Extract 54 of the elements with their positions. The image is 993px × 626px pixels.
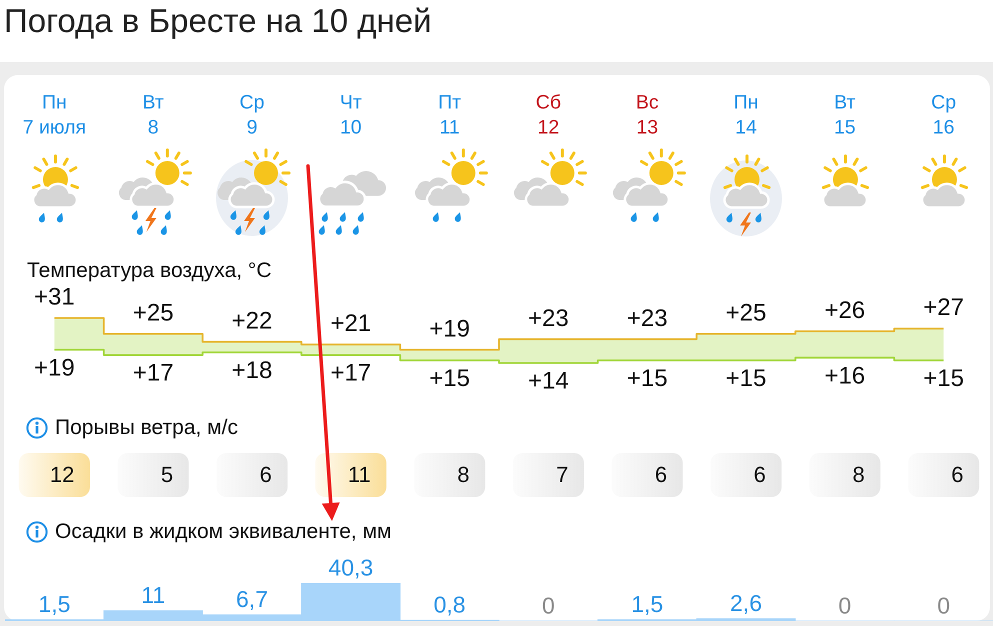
- x-tick-label: Пн 14: [734, 91, 758, 139]
- data-label: 0: [937, 592, 950, 618]
- data-label: +26: [824, 296, 866, 324]
- data-label: +16: [824, 362, 866, 390]
- data-label: +18: [232, 357, 272, 384]
- chart-title: Погода в Бресте на 10 дней: [4, 2, 432, 40]
- chart-title: Осадки в жидком эквиваленте, мм: [55, 520, 392, 544]
- data-label: 0,8: [434, 592, 466, 618]
- data-label: +15: [726, 364, 766, 392]
- data-label: 8: [457, 462, 470, 488]
- data-label: +25: [726, 300, 766, 327]
- text: Порывы ветра, м/с: [55, 416, 238, 440]
- x-tick-label: Пн 7 июля: [22, 91, 86, 139]
- data-label: +14: [528, 368, 569, 395]
- data-label: +17: [330, 360, 372, 387]
- data-label: +19: [34, 354, 75, 382]
- data-label: 0: [838, 592, 852, 618]
- data-label: 0: [542, 592, 555, 618]
- data-label: 11: [348, 462, 371, 488]
- x-tick-label: Вт 15: [834, 91, 856, 139]
- data-label: +27: [923, 294, 964, 322]
- data-label: 2,6: [730, 590, 762, 616]
- x-tick-label: Вс 13: [636, 91, 659, 139]
- data-label: +15: [429, 364, 470, 392]
- data-label: 8: [852, 462, 865, 488]
- x-tick-label: Вт 8: [142, 91, 164, 139]
- data-label: 5: [160, 462, 174, 488]
- data-label: +15: [626, 364, 668, 392]
- data-label: +22: [232, 307, 272, 334]
- data-label: 11: [141, 582, 166, 608]
- data-label: 7: [556, 462, 568, 488]
- data-label: +15: [923, 364, 964, 392]
- data-label: 12: [50, 462, 74, 488]
- data-label: 6: [951, 462, 964, 488]
- data-label: 1,5: [631, 590, 664, 617]
- data-label: 6,7: [236, 586, 268, 612]
- data-label: +17: [132, 360, 174, 387]
- data-label: +21: [330, 310, 372, 338]
- data-label: +19: [429, 315, 470, 342]
- data-label: +23: [626, 304, 668, 332]
- data-label: 6: [260, 462, 272, 488]
- data-label: +31: [34, 284, 75, 311]
- data-label: +23: [528, 304, 569, 332]
- data-label: 6: [654, 462, 668, 488]
- x-tick-label: Сб 12: [536, 91, 562, 139]
- x-tick-label: Ср 9: [240, 91, 265, 139]
- x-tick-label: Ср 16: [931, 91, 956, 139]
- x-tick-label: Пт 11: [438, 91, 462, 139]
- data-label: 1,5: [38, 590, 70, 617]
- data-label: +25: [132, 300, 174, 327]
- x-tick-label: Чт 10: [340, 91, 362, 139]
- data-label: 40,3: [328, 554, 374, 580]
- chart-subtitle: Температура воздуха, °C: [27, 259, 272, 283]
- data-label: 6: [754, 462, 766, 488]
